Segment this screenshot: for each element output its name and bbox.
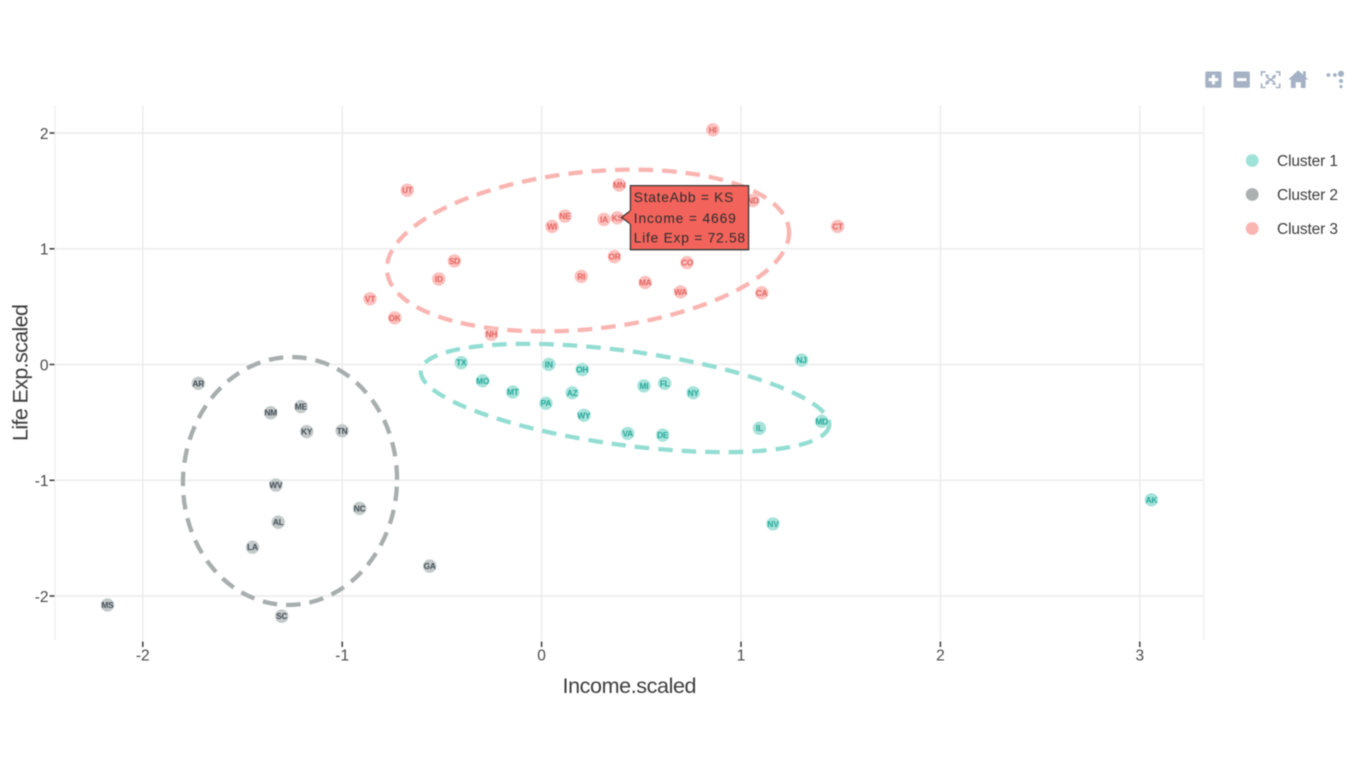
svg-text:ID: ID bbox=[435, 274, 443, 284]
svg-text:AK: AK bbox=[1146, 495, 1158, 505]
svg-text:WI: WI bbox=[547, 221, 557, 231]
svg-text:NM: NM bbox=[264, 408, 277, 418]
svg-text:VA: VA bbox=[622, 428, 633, 438]
svg-text:CT: CT bbox=[832, 221, 843, 231]
svg-text:AR: AR bbox=[193, 378, 205, 388]
svg-text:WA: WA bbox=[674, 287, 687, 297]
svg-text:Life Exp = 72.58: Life Exp = 72.58 bbox=[634, 231, 746, 246]
svg-text:IA: IA bbox=[600, 215, 608, 225]
svg-text:MN: MN bbox=[613, 180, 626, 190]
svg-text:AZ: AZ bbox=[567, 388, 578, 398]
svg-text:DE: DE bbox=[657, 430, 669, 440]
svg-text:1: 1 bbox=[40, 242, 49, 259]
svg-text:0: 0 bbox=[537, 648, 546, 665]
svg-text:Income.scaled: Income.scaled bbox=[563, 674, 697, 698]
svg-text:NH: NH bbox=[486, 329, 498, 339]
svg-text:OK: OK bbox=[389, 313, 401, 323]
svg-text:NJ: NJ bbox=[796, 355, 807, 365]
svg-text:KY: KY bbox=[301, 427, 313, 437]
svg-text:HI: HI bbox=[709, 125, 717, 135]
svg-text:-2: -2 bbox=[136, 648, 150, 665]
svg-text:WV: WV bbox=[269, 480, 283, 490]
svg-text:1: 1 bbox=[737, 648, 746, 665]
svg-text:NC: NC bbox=[354, 503, 366, 513]
svg-text:ND: ND bbox=[747, 196, 759, 206]
svg-text:SC: SC bbox=[276, 611, 287, 621]
svg-text:StateAbb = KS: StateAbb = KS bbox=[634, 190, 734, 205]
svg-text:IN: IN bbox=[545, 359, 553, 369]
svg-text:Cluster 1: Cluster 1 bbox=[1277, 153, 1338, 170]
svg-text:3: 3 bbox=[1135, 648, 1144, 665]
svg-text:KS: KS bbox=[612, 213, 624, 223]
svg-text:Income = 4669: Income = 4669 bbox=[634, 211, 736, 226]
svg-text:TX: TX bbox=[456, 358, 467, 368]
svg-text:MS: MS bbox=[101, 600, 114, 610]
svg-text:Cluster 3: Cluster 3 bbox=[1277, 221, 1338, 238]
svg-text:2: 2 bbox=[40, 126, 49, 143]
svg-text:AL: AL bbox=[273, 517, 284, 527]
svg-text:GA: GA bbox=[424, 561, 436, 571]
svg-text:LA: LA bbox=[247, 542, 258, 552]
svg-text:VT: VT bbox=[365, 294, 375, 304]
svg-text:MD: MD bbox=[815, 416, 828, 426]
svg-text:FL: FL bbox=[660, 378, 670, 388]
svg-text:PA: PA bbox=[541, 398, 552, 408]
svg-text:MA: MA bbox=[639, 278, 652, 288]
svg-text:IL: IL bbox=[756, 423, 763, 433]
svg-text:-1: -1 bbox=[335, 648, 349, 665]
svg-text:NV: NV bbox=[767, 519, 779, 529]
svg-text:CO: CO bbox=[681, 258, 694, 268]
svg-text:TN: TN bbox=[337, 426, 348, 436]
svg-text:WY: WY bbox=[577, 410, 591, 420]
svg-text:OH: OH bbox=[576, 365, 588, 375]
svg-text:MO: MO bbox=[476, 376, 490, 386]
svg-text:CA: CA bbox=[756, 288, 768, 298]
svg-text:-1: -1 bbox=[35, 473, 49, 490]
svg-text:Life Exp.scaled: Life Exp.scaled bbox=[9, 304, 33, 441]
svg-text:Cluster 2: Cluster 2 bbox=[1277, 187, 1338, 204]
svg-text:ME: ME bbox=[295, 402, 308, 412]
svg-text:-2: -2 bbox=[35, 589, 49, 606]
svg-text:MT: MT bbox=[507, 387, 519, 397]
svg-text:RI: RI bbox=[577, 271, 585, 281]
svg-text:2: 2 bbox=[936, 648, 945, 665]
svg-text:UT: UT bbox=[402, 185, 413, 195]
svg-text:0: 0 bbox=[40, 357, 49, 374]
svg-text:OR: OR bbox=[608, 252, 620, 262]
svg-text:NY: NY bbox=[688, 388, 700, 398]
svg-text:MI: MI bbox=[639, 381, 648, 391]
svg-text:SD: SD bbox=[449, 256, 460, 266]
svg-text:NE: NE bbox=[559, 211, 571, 221]
